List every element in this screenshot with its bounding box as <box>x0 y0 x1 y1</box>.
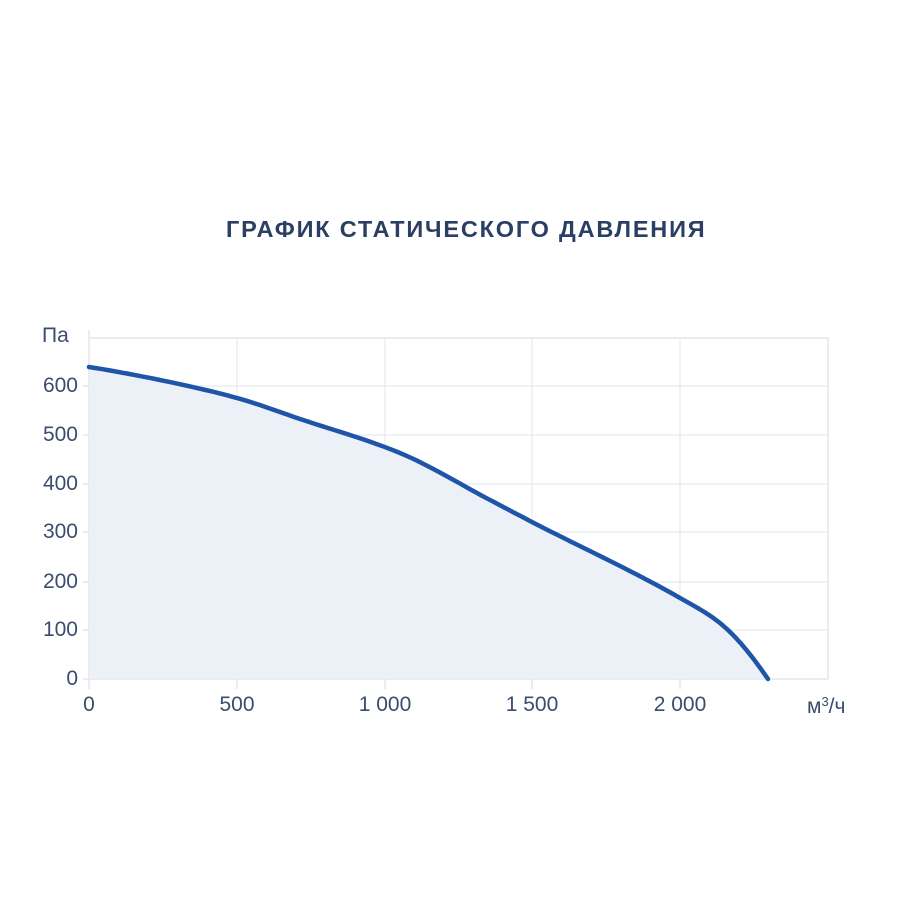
svg-text:0: 0 <box>66 667 78 690</box>
svg-text:500: 500 <box>219 693 254 716</box>
svg-text:200: 200 <box>43 570 78 593</box>
svg-text:300: 300 <box>43 520 78 543</box>
svg-text:м3/ч: м3/ч <box>807 694 845 719</box>
svg-text:0: 0 <box>83 693 95 716</box>
svg-text:600: 600 <box>43 374 78 397</box>
svg-text:500: 500 <box>43 423 78 446</box>
svg-text:1 500: 1 500 <box>506 693 559 716</box>
svg-text:Па: Па <box>42 324 69 347</box>
svg-text:400: 400 <box>43 472 78 495</box>
svg-text:100: 100 <box>43 618 78 641</box>
svg-text:1 000: 1 000 <box>359 693 412 716</box>
svg-text:2 000: 2 000 <box>654 693 707 716</box>
